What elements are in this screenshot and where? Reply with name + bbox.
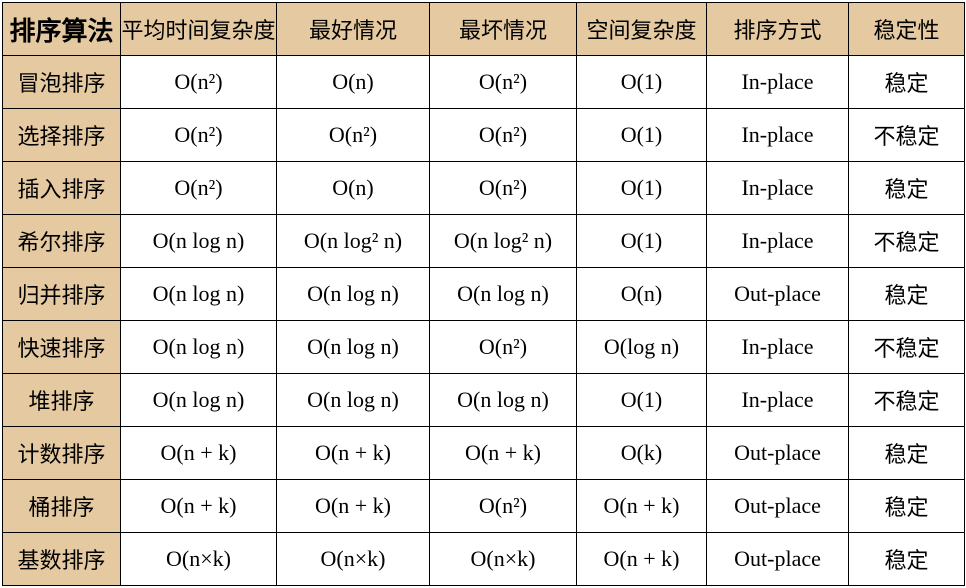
cell-space: O(1): [577, 162, 707, 215]
cell-stable: 稳定: [849, 56, 965, 109]
cell-space: O(1): [577, 215, 707, 268]
table-row: 基数排序 O(n×k) O(n×k) O(n×k) O(n + k) Out-p…: [3, 533, 965, 586]
cell-space: O(n): [577, 268, 707, 321]
cell-avg: O(n²): [121, 162, 277, 215]
cell-avg: O(n log n): [121, 321, 277, 374]
cell-worst: O(n log² n): [430, 215, 577, 268]
table-row: 归并排序 O(n log n) O(n log n) O(n log n) O(…: [3, 268, 965, 321]
cell-mode: Out-place: [707, 268, 849, 321]
cell-worst: O(n log n): [430, 268, 577, 321]
col-header-avg: 平均时间复杂度: [121, 3, 277, 56]
cell-worst: O(n + k): [430, 427, 577, 480]
table-row: 冒泡排序 O(n²) O(n) O(n²) O(1) In-place 稳定: [3, 56, 965, 109]
col-header-algorithm: 排序算法: [3, 3, 121, 56]
cell-space: O(log n): [577, 321, 707, 374]
cell-mode: In-place: [707, 162, 849, 215]
col-header-space: 空间复杂度: [577, 3, 707, 56]
cell-avg: O(n log n): [121, 374, 277, 427]
row-label: 选择排序: [3, 109, 121, 162]
cell-stable: 不稳定: [849, 215, 965, 268]
cell-worst: O(n²): [430, 321, 577, 374]
row-label: 堆排序: [3, 374, 121, 427]
cell-mode: Out-place: [707, 480, 849, 533]
cell-best: O(n log² n): [277, 215, 430, 268]
cell-stable: 稳定: [849, 480, 965, 533]
col-header-worst: 最坏情况: [430, 3, 577, 56]
col-header-best: 最好情况: [277, 3, 430, 56]
cell-avg: O(n×k): [121, 533, 277, 586]
cell-best: O(n²): [277, 109, 430, 162]
sorting-algorithms-table: 排序算法 平均时间复杂度 最好情况 最坏情况 空间复杂度 排序方式 稳定性 冒泡…: [2, 2, 965, 586]
cell-stable: 稳定: [849, 533, 965, 586]
cell-stable: 稳定: [849, 427, 965, 480]
cell-worst: O(n²): [430, 162, 577, 215]
cell-mode: Out-place: [707, 427, 849, 480]
table-row: 插入排序 O(n²) O(n) O(n²) O(1) In-place 稳定: [3, 162, 965, 215]
cell-worst: O(n×k): [430, 533, 577, 586]
cell-avg: O(n log n): [121, 215, 277, 268]
cell-worst: O(n²): [430, 109, 577, 162]
table-row: 堆排序 O(n log n) O(n log n) O(n log n) O(1…: [3, 374, 965, 427]
cell-best: O(n×k): [277, 533, 430, 586]
table-row: 桶排序 O(n + k) O(n + k) O(n²) O(n + k) Out…: [3, 480, 965, 533]
cell-best: O(n): [277, 162, 430, 215]
row-label: 插入排序: [3, 162, 121, 215]
cell-space: O(1): [577, 109, 707, 162]
row-label: 基数排序: [3, 533, 121, 586]
cell-avg: O(n log n): [121, 268, 277, 321]
cell-mode: In-place: [707, 374, 849, 427]
cell-worst: O(n²): [430, 480, 577, 533]
cell-best: O(n log n): [277, 374, 430, 427]
cell-mode: In-place: [707, 109, 849, 162]
col-header-mode: 排序方式: [707, 3, 849, 56]
row-label: 快速排序: [3, 321, 121, 374]
table-row: 希尔排序 O(n log n) O(n log² n) O(n log² n) …: [3, 215, 965, 268]
cell-space: O(1): [577, 374, 707, 427]
cell-space: O(1): [577, 56, 707, 109]
cell-space: O(k): [577, 427, 707, 480]
cell-mode: Out-place: [707, 533, 849, 586]
cell-worst: O(n log n): [430, 374, 577, 427]
row-label: 归并排序: [3, 268, 121, 321]
table-row: 快速排序 O(n log n) O(n log n) O(n²) O(log n…: [3, 321, 965, 374]
cell-worst: O(n²): [430, 56, 577, 109]
cell-mode: In-place: [707, 56, 849, 109]
col-header-stable: 稳定性: [849, 3, 965, 56]
cell-best: O(n): [277, 56, 430, 109]
cell-space: O(n + k): [577, 533, 707, 586]
row-label: 冒泡排序: [3, 56, 121, 109]
cell-avg: O(n + k): [121, 480, 277, 533]
table-row: 计数排序 O(n + k) O(n + k) O(n + k) O(k) Out…: [3, 427, 965, 480]
cell-stable: 不稳定: [849, 321, 965, 374]
cell-stable: 稳定: [849, 268, 965, 321]
cell-best: O(n + k): [277, 427, 430, 480]
cell-best: O(n log n): [277, 268, 430, 321]
cell-best: O(n + k): [277, 480, 430, 533]
row-label: 希尔排序: [3, 215, 121, 268]
cell-avg: O(n²): [121, 109, 277, 162]
cell-space: O(n + k): [577, 480, 707, 533]
cell-mode: In-place: [707, 321, 849, 374]
cell-stable: 稳定: [849, 162, 965, 215]
cell-avg: O(n + k): [121, 427, 277, 480]
cell-best: O(n log n): [277, 321, 430, 374]
table-row: 选择排序 O(n²) O(n²) O(n²) O(1) In-place 不稳定: [3, 109, 965, 162]
cell-mode: In-place: [707, 215, 849, 268]
cell-avg: O(n²): [121, 56, 277, 109]
row-label: 桶排序: [3, 480, 121, 533]
cell-stable: 不稳定: [849, 374, 965, 427]
table-header-row: 排序算法 平均时间复杂度 最好情况 最坏情况 空间复杂度 排序方式 稳定性: [3, 3, 965, 56]
cell-stable: 不稳定: [849, 109, 965, 162]
table-body: 冒泡排序 O(n²) O(n) O(n²) O(1) In-place 稳定 选…: [3, 56, 965, 586]
row-label: 计数排序: [3, 427, 121, 480]
